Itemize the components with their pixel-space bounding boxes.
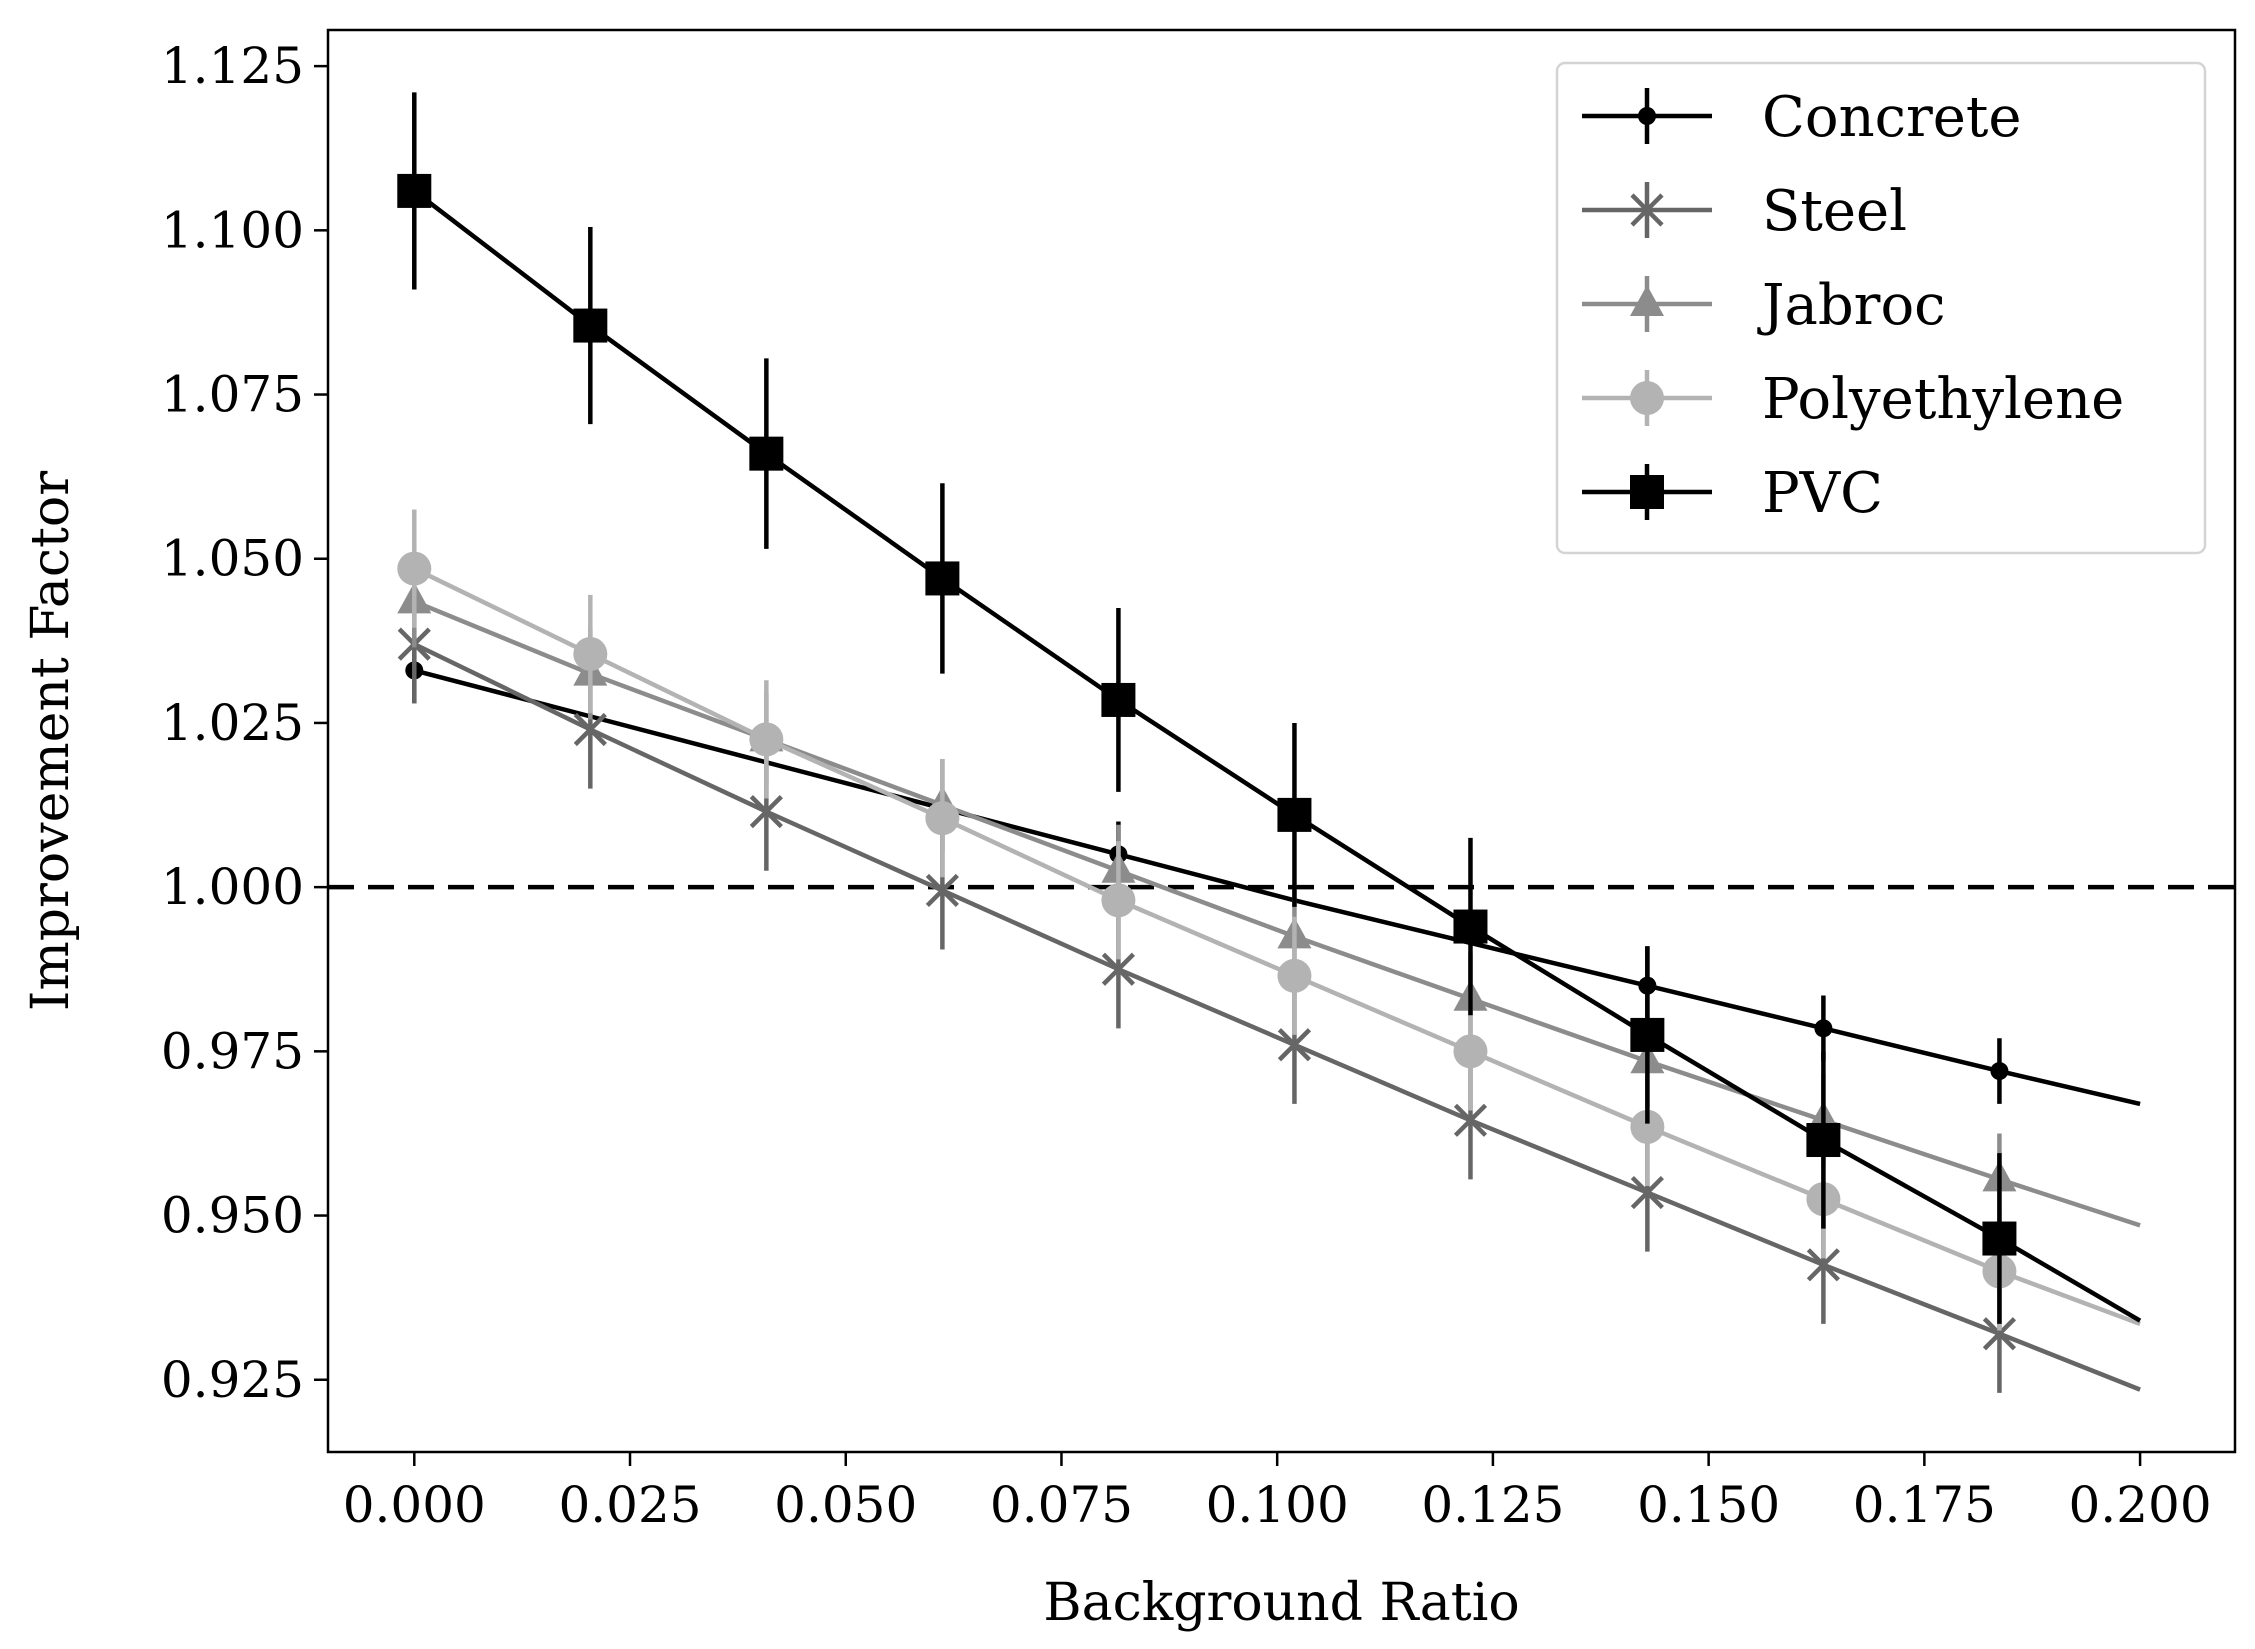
- legend-item-concrete: Concrete: [1582, 85, 2022, 150]
- data-point: [1630, 1017, 1665, 1052]
- data-point: [749, 722, 784, 757]
- data-point: [1453, 1103, 1488, 1137]
- y-tick-label: 1.000: [161, 858, 304, 916]
- series-pvc: [397, 92, 2142, 1324]
- data-point: [1982, 1221, 2017, 1256]
- data-point: [1630, 1175, 1664, 1210]
- y-tick-label: 0.925: [161, 1351, 304, 1409]
- data-point: [1453, 1034, 1488, 1069]
- x-tick-label: 0.100: [1206, 1476, 1349, 1534]
- y-axis: 0.925 0.950 0.975 1.000 1.025 1.050 1.075 1.100…: [161, 37, 328, 1409]
- x-tick-label: 0.025: [558, 1476, 701, 1534]
- data-point: [397, 551, 432, 586]
- x-tick-label: 0.125: [1421, 1476, 1564, 1534]
- x-tick-label: 0.050: [774, 1476, 917, 1534]
- x-axis: 0.000 0.025 0.050 0.075 0.100 0.125 0.150 0.175…: [343, 1452, 2212, 1534]
- y-tick-label: 0.950: [161, 1187, 304, 1245]
- data-point: [1806, 1123, 1841, 1158]
- data-point: [1630, 1109, 1665, 1144]
- series-steel: [397, 585, 2141, 1393]
- series-layer: [328, 92, 2235, 1393]
- y-tick-label: 0.975: [161, 1022, 304, 1080]
- legend-item-pvc: PVC: [1582, 461, 1883, 526]
- series-jabroc: [397, 555, 2141, 1228]
- data-point: [1806, 1248, 1840, 1282]
- data-point: [1982, 1317, 2017, 1351]
- data-point: [925, 873, 959, 908]
- legend-item-jabroc: Jabroc: [1582, 273, 1946, 338]
- series-line: [413, 642, 2141, 1392]
- x-tick-label: 0.175: [1853, 1476, 1996, 1534]
- series-polyethylene: [397, 509, 2141, 1331]
- y-tick-label: 1.050: [161, 530, 304, 588]
- legend-marker: [1630, 193, 1664, 227]
- data-point: [925, 561, 960, 596]
- legend: Concrete Steel Jabroc Polyethylene PVC: [1555, 61, 2207, 555]
- data-point: [749, 436, 784, 471]
- data-point: [1990, 1062, 2009, 1081]
- legend-marker: [1630, 475, 1664, 509]
- legend-item-steel: Steel: [1582, 179, 1907, 244]
- legend-label: PVC: [1762, 461, 1883, 526]
- x-tick-label: 0.150: [1637, 1476, 1780, 1534]
- y-tick-label: 1.100: [161, 201, 304, 259]
- legend-label: Jabroc: [1757, 273, 1946, 338]
- plot-frame: [326, 28, 2237, 1454]
- data-point: [925, 801, 960, 836]
- legend-marker: [1630, 285, 1664, 316]
- data-point: [1277, 797, 1312, 832]
- data-point: [1277, 1028, 1312, 1062]
- y-tick-label: 1.075: [161, 366, 304, 424]
- series-line: [413, 566, 2141, 1327]
- legend-frame: [1555, 61, 2207, 555]
- data-point: [397, 173, 432, 208]
- x-axis-label: Background Ratio: [1043, 1573, 1519, 1633]
- y-tick-label: 1.125: [161, 37, 304, 95]
- x-tick-label: 0.000: [343, 1476, 486, 1534]
- x-tick-label: 0.200: [2069, 1476, 2212, 1534]
- data-point: [1453, 909, 1488, 944]
- legend-marker: [1638, 107, 1656, 125]
- data-point: [1277, 958, 1312, 993]
- y-axis-label: Improvement Factor: [21, 471, 81, 1011]
- legend-item-polyethylene: Polyethylene: [1582, 367, 2124, 432]
- data-point: [573, 636, 608, 671]
- data-point: [573, 712, 607, 747]
- data-point: [1814, 1019, 1833, 1038]
- data-point: [573, 308, 608, 343]
- data-point: [1101, 682, 1136, 717]
- legend-label: Steel: [1762, 179, 1907, 244]
- legend-label: Concrete: [1762, 85, 2022, 150]
- legend-marker: [1630, 381, 1664, 415]
- data-point: [1101, 952, 1136, 986]
- data-point: [1101, 883, 1136, 918]
- legend-label: Polyethylene: [1762, 367, 2124, 432]
- data-point: [749, 795, 783, 829]
- x-tick-label: 0.075: [990, 1476, 1133, 1534]
- y-tick-label: 1.025: [161, 694, 304, 752]
